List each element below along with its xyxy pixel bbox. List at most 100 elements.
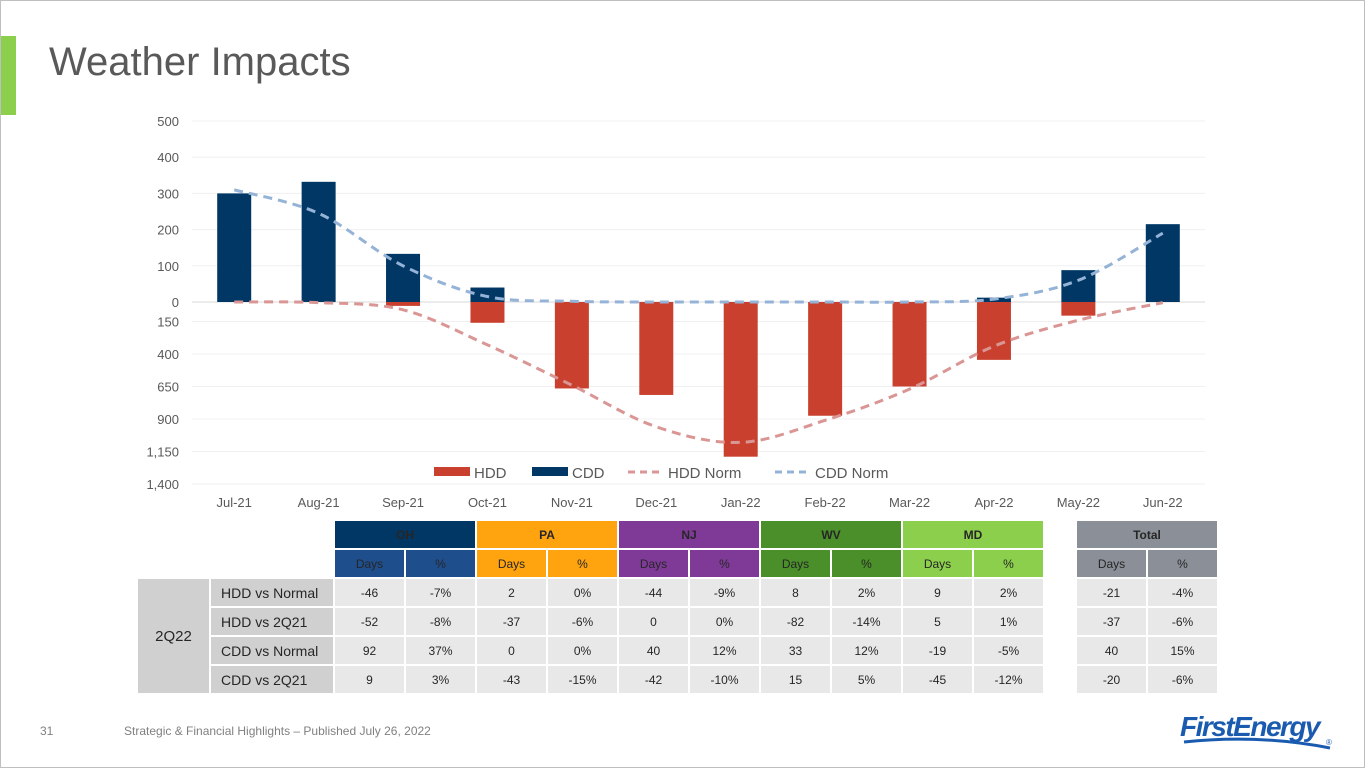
table-cell: -82 (761, 608, 830, 635)
table-cell: -45 (903, 666, 972, 693)
days-header: Days (903, 550, 972, 577)
y-tick-label: 900 (157, 412, 179, 427)
table-cell: 12% (690, 637, 759, 664)
logo-text: FirstEnergy (1180, 711, 1322, 742)
table-cell: 5 (903, 608, 972, 635)
y-tick-label: 1,150 (146, 445, 179, 460)
table-cell: 0 (477, 637, 546, 664)
cdd-bar (217, 193, 252, 302)
state-table: OH PA NJ WV MD Days% Days% Days% Days% Days% 2Q2… (136, 519, 1045, 695)
table-cell: 37% (406, 637, 475, 664)
chart-x-axis-labels: Jul-21 Aug-21 Sep-21 Oct-21 Nov-21 Dec-21 Jan-… (216, 495, 1182, 510)
hdd-bar (470, 302, 505, 323)
total-header: Total (1077, 521, 1217, 548)
days-header: Days (761, 550, 830, 577)
total-row: -20 -6% (1077, 666, 1217, 693)
table-cell: 0% (548, 579, 617, 606)
period-label: 2Q22 (138, 579, 209, 693)
x-tick-label: Nov-21 (551, 495, 593, 510)
table-cell: 2% (974, 579, 1043, 606)
y-tick-label: 300 (157, 186, 179, 201)
hdd-bar (723, 302, 758, 457)
x-tick-label: Jan-22 (721, 495, 761, 510)
total-cell: -4% (1148, 579, 1217, 606)
legend-swatch-hdd (434, 467, 470, 476)
table-cell: 92 (335, 637, 404, 664)
table-cell: 40 (619, 637, 688, 664)
y-tick-label: 0 (172, 295, 179, 310)
total-cell: -20 (1077, 666, 1146, 693)
y-tick-label: 150 (157, 315, 179, 330)
table-cell: 8 (761, 579, 830, 606)
chart-y-axis-labels: 500 400 300 200 100 0 150 400 650 900 1,150 1,400 (146, 114, 179, 492)
y-tick-label: 400 (157, 347, 179, 362)
row-label: CDD vs Normal (211, 637, 333, 664)
hdd-bar (386, 302, 421, 306)
table-row: 2Q22 HDD vs Normal -46 -7% 2 0% -44 -9% 8 2% 9 2% (138, 579, 1043, 693)
firstenergy-logo: FirstEnergy ® (1180, 711, 1332, 750)
total-days-header: Days (1077, 550, 1146, 577)
total-cell: -6% (1148, 608, 1217, 635)
pct-header: % (690, 550, 759, 577)
state-header-wv: WV (761, 521, 901, 548)
cdd-bar (386, 253, 421, 302)
row-label: HDD vs Normal (211, 579, 333, 606)
x-tick-label: Apr-22 (974, 495, 1013, 510)
cdd-bar (1061, 270, 1096, 302)
hdd-bar (892, 302, 927, 387)
table-cell: 5% (832, 666, 901, 693)
pct-header: % (974, 550, 1043, 577)
state-header-md: MD (903, 521, 1043, 548)
legend-label: HDD (474, 465, 507, 482)
x-tick-label: Aug-21 (298, 495, 340, 510)
legend-swatch-cdd (532, 467, 568, 476)
hdd-bar (1061, 302, 1096, 316)
table-cell: 0% (548, 637, 617, 664)
table-row: CDD vs Normal 92 37% 0 0% 40 12% 33 12% -19 -5% (138, 637, 1043, 664)
cdd-norm-line (233, 188, 1164, 304)
total-pct-header: % (1148, 550, 1217, 577)
total-cell: -21 (1077, 579, 1146, 606)
y-tick-label: 400 (157, 150, 179, 165)
legend-label: HDD Norm (668, 465, 741, 482)
title-accent-bar (0, 36, 16, 115)
footer-text: Strategic & Financial Highlights – Publi… (124, 724, 431, 738)
pct-header: % (548, 550, 617, 577)
x-tick-label: Oct-21 (468, 495, 507, 510)
table-cell: -8% (406, 608, 475, 635)
hdd-bar (554, 302, 589, 389)
hdd-bar (976, 302, 1011, 360)
hdd-bar (639, 302, 674, 395)
total-row: 40 15% (1077, 637, 1217, 664)
legend-label: CDD (572, 465, 605, 482)
table-row: CDD vs 2Q21 9 3% -43 -15% -42 -10% 15 5% -45 -12% (138, 666, 1043, 693)
table-row: HDD vs 2Q21 -52 -8% -37 -6% 0 0% -82 -14% 5 1% (138, 608, 1043, 635)
chart-legend: HDD CDD HDD Norm CDD Norm (434, 465, 888, 482)
x-tick-label: May-22 (1057, 495, 1100, 510)
table-cell: -46 (335, 579, 404, 606)
table-cell: -9% (690, 579, 759, 606)
y-tick-label: 100 (157, 259, 179, 274)
logo-swoosh (1183, 737, 1331, 750)
days-header: Days (619, 550, 688, 577)
table-cell: 3% (406, 666, 475, 693)
logo-registered-mark: ® (1326, 738, 1332, 747)
legend-label: CDD Norm (815, 465, 888, 482)
table-cell: -44 (619, 579, 688, 606)
state-header-pa: PA (477, 521, 617, 548)
table-cell: 15 (761, 666, 830, 693)
table-cell: -43 (477, 666, 546, 693)
table-cell: 2 (477, 579, 546, 606)
table-cell: 0 (619, 608, 688, 635)
total-row: -37 -6% (1077, 608, 1217, 635)
cdd-bar (1145, 224, 1180, 302)
x-tick-label: Jul-21 (216, 495, 251, 510)
table-cell: 9 (335, 666, 404, 693)
weather-chart: 500 400 300 200 100 0 150 400 650 900 1,150 1,400 J… (146, 114, 1205, 510)
page-title: Weather Impacts (49, 40, 351, 84)
y-tick-label: 650 (157, 380, 179, 395)
x-tick-label: Jun-22 (1143, 495, 1183, 510)
table-cell: -12% (974, 666, 1043, 693)
cdd-bar (301, 181, 336, 302)
table-cell: -52 (335, 608, 404, 635)
